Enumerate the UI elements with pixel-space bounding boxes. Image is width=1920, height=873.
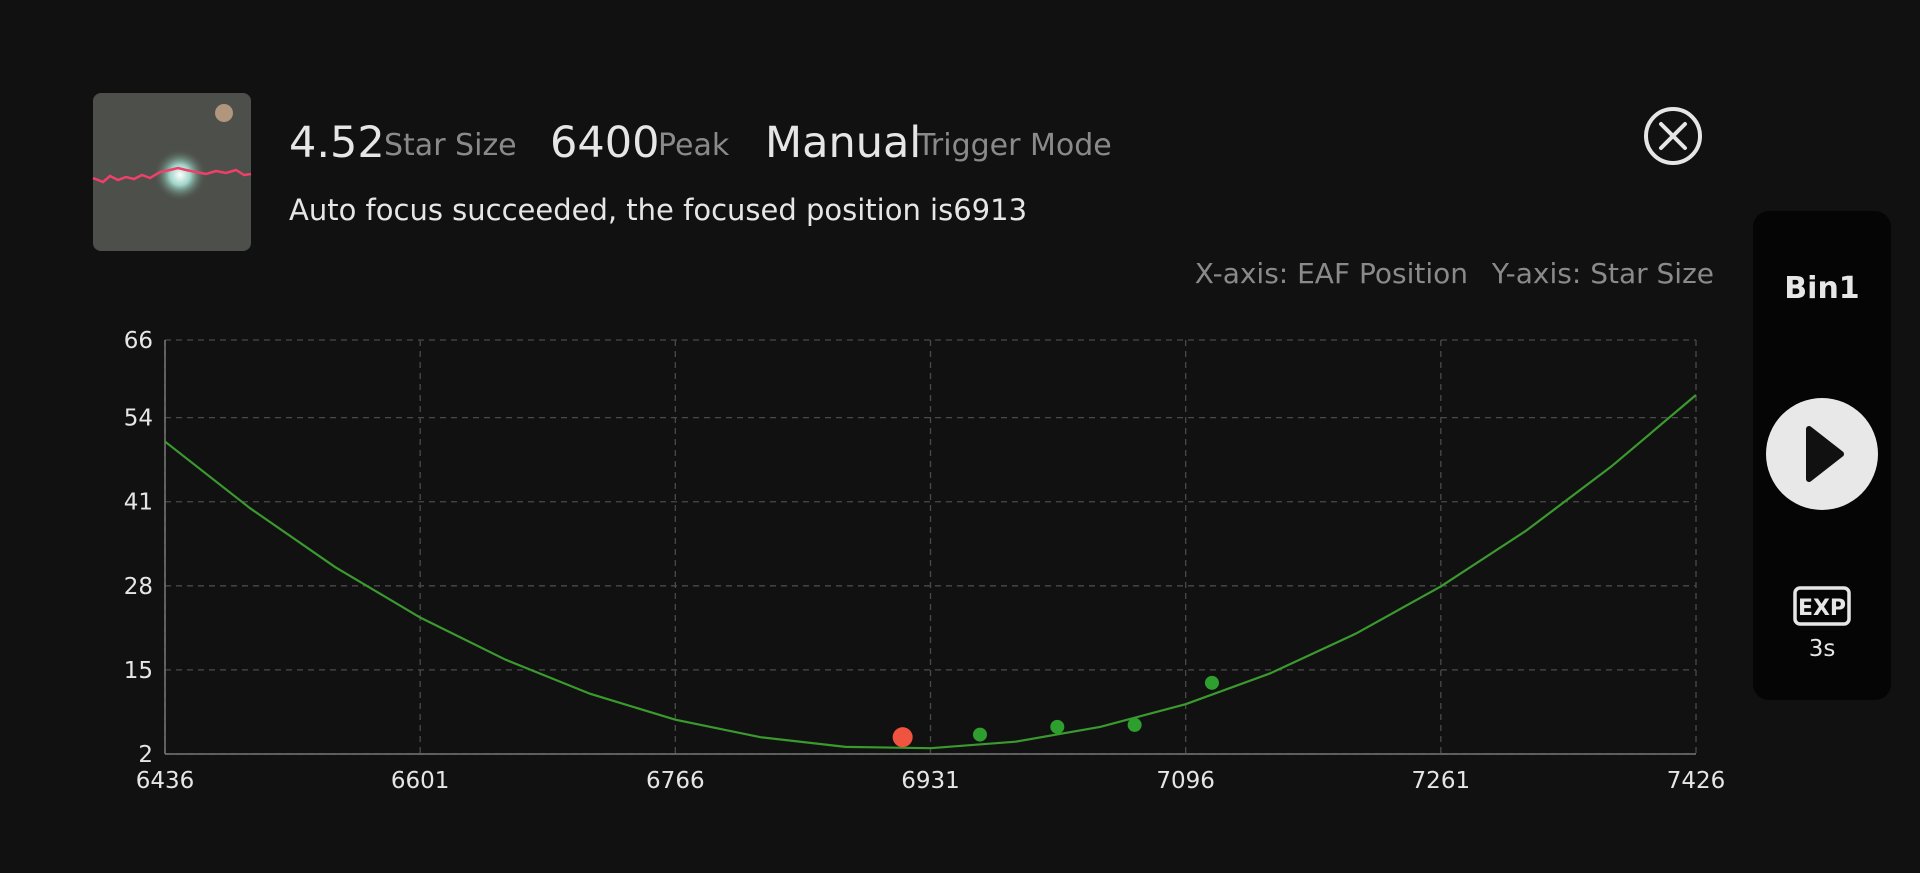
bin-button[interactable]: Bin1	[1784, 271, 1859, 306]
star-thumbnail	[92, 93, 252, 251]
y-tick-label: 28	[124, 574, 153, 600]
y-tick-label: 2	[138, 742, 153, 768]
data-point	[1204, 675, 1219, 690]
capture-button[interactable]	[1766, 398, 1878, 510]
trigger-value: Manual	[765, 118, 921, 168]
y-tick-label: 41	[124, 490, 153, 516]
x-tick-label: 7426	[1667, 768, 1726, 794]
side-panel: Bin1 EXP 3s	[1753, 211, 1891, 700]
data-point	[892, 727, 913, 748]
y-tick-label: 15	[124, 658, 153, 684]
exp-value: 3s	[1809, 636, 1836, 662]
peak-label: Peak	[658, 128, 730, 163]
data-point	[1050, 719, 1065, 734]
y-tick-label: 66	[124, 328, 153, 354]
data-point	[1127, 717, 1142, 732]
data-point	[972, 727, 987, 742]
exp-box[interactable]	[1793, 586, 1851, 626]
y-tick-label: 54	[124, 406, 153, 432]
star-size-label: Star Size	[384, 128, 517, 163]
star-size-value: 4.52	[289, 118, 385, 168]
x-tick-label: 6601	[391, 768, 450, 794]
x-tick-label: 6436	[136, 768, 195, 794]
x-tick-label: 6931	[901, 768, 960, 794]
exp-label: EXP	[1798, 596, 1846, 621]
x-tick-label: 7261	[1412, 768, 1471, 794]
close-button[interactable]	[1644, 107, 1702, 165]
status-message: Auto focus succeeded, the focused positi…	[289, 193, 1027, 227]
peak-value: 6400	[550, 118, 659, 168]
fit-curve	[164, 394, 1697, 750]
focus-chart: 2 15 28 41 54 66 6436 6601 6766 6931 7096 7261 7426	[124, 328, 1726, 794]
x-tick-label: 6766	[646, 768, 705, 794]
x-axis-caption: X-axis: EAF Position	[1195, 257, 1468, 290]
trigger-label: Trigger Mode	[916, 128, 1112, 163]
y-axis-caption: Y-axis: Star Size	[1491, 257, 1714, 290]
x-tick-label: 7096	[1156, 768, 1215, 794]
